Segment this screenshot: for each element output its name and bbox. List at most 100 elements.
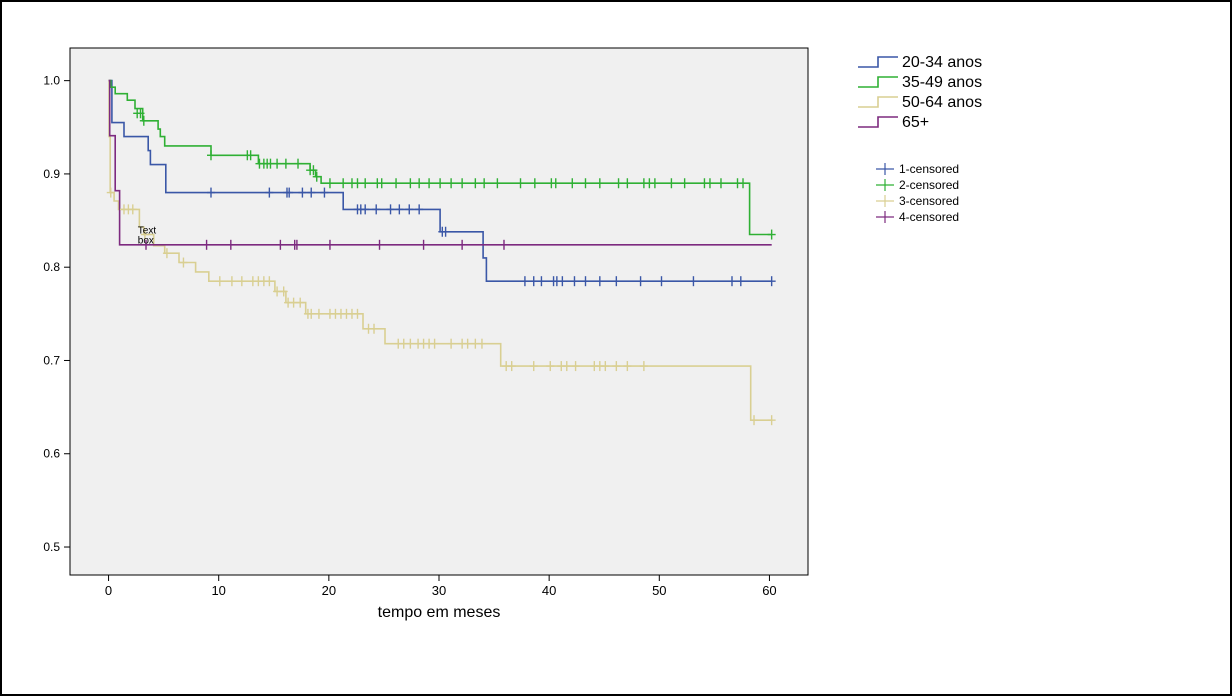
censor-mark-2 (530, 178, 539, 189)
censor-mark-3 (546, 361, 555, 372)
censor-mark-4 (499, 239, 508, 250)
censor-mark-3 (447, 338, 456, 349)
censor-mark-3 (140, 229, 149, 240)
x-tick-label: 0 (105, 583, 112, 598)
censor-mark-3 (612, 361, 621, 372)
censor-mark-3 (179, 257, 188, 268)
censor-mark-2 (595, 178, 604, 189)
censor-mark-2 (516, 178, 525, 189)
censor-mark-3 (562, 361, 571, 372)
x-tick-label: 60 (762, 583, 776, 598)
censor-mark-1 (767, 276, 776, 287)
axes: 0 10 20 30 40 50 60 0.5 0.6 0.7 0.8 0.9 1.0 tempo em … (43, 74, 776, 621)
y-tick-label: 0.6 (43, 447, 60, 461)
censor-mark-3 (307, 308, 316, 319)
censor-mark-3 (296, 297, 305, 308)
censor-mark-2 (312, 171, 321, 182)
censor-mark-2 (136, 108, 145, 119)
legend-line-swatch (858, 56, 898, 68)
censor-mark-3 (265, 276, 274, 287)
legend-censor-swatch (876, 195, 894, 207)
censor-mark-3 (477, 338, 486, 349)
censor-mark-1 (307, 187, 316, 198)
censor-mark-1 (736, 276, 745, 287)
censor-mark-1 (727, 276, 736, 287)
censor-mark-1 (415, 204, 424, 215)
censor-mark-2 (680, 178, 689, 189)
censor-mark-2 (493, 178, 502, 189)
censor-mark-2 (650, 178, 659, 189)
series-line-1 (108, 79, 772, 282)
censor-mark-1 (520, 276, 529, 287)
censor-mark-2 (767, 229, 776, 240)
x-tick-label: 30 (432, 583, 446, 598)
legend-label: 50-64 anos (902, 94, 982, 111)
legend-censor-label: 4-censored (899, 210, 959, 224)
censor-mark-1 (612, 276, 621, 287)
censor-mark-3 (353, 308, 362, 319)
censor-mark-3 (370, 323, 379, 334)
censor-mark-2 (471, 178, 480, 189)
censor-mark-2 (623, 178, 632, 189)
censor-mark-3 (237, 276, 246, 287)
x-tick-label: 20 (322, 583, 336, 598)
legend-censor-label: 1-censored (899, 162, 959, 176)
censor-mark-4 (458, 239, 467, 250)
censor-mark-1 (636, 276, 645, 287)
censor-mark-4 (375, 239, 384, 250)
y-tick-label: 0.5 (43, 540, 60, 554)
censor-mark-3 (128, 204, 137, 215)
censor-mark-4 (226, 239, 235, 250)
annotation-text-line: Text (138, 226, 157, 237)
censor-mark-2 (309, 165, 318, 176)
censor-mark-3 (750, 415, 759, 426)
legend-line-swatch (858, 116, 898, 128)
censor-mark-2 (551, 178, 560, 189)
censor-mark-1 (265, 187, 274, 198)
legend-line-swatch (858, 76, 898, 88)
censor-mark-1 (206, 187, 215, 198)
censor-mark-1 (320, 187, 329, 198)
x-tick-label: 10 (211, 583, 225, 598)
censor-mark-1 (361, 204, 370, 215)
legend-censor-label: 2-censored (899, 178, 959, 192)
censor-mark-1 (441, 226, 450, 237)
censor-marks (106, 108, 776, 426)
censor-mark-3 (507, 361, 516, 372)
legend-label: 65+ (902, 114, 929, 131)
censor-mark-4 (202, 239, 211, 250)
censor-mark-3 (279, 286, 288, 297)
censor-mark-3 (227, 276, 236, 287)
censor-mark-2 (377, 178, 386, 189)
censor-mark-2 (392, 178, 401, 189)
censor-mark-3 (639, 361, 648, 372)
censor-mark-2 (406, 178, 415, 189)
censor-mark-2 (739, 178, 748, 189)
censor-mark-2 (339, 178, 348, 189)
legend-censor-swatch (876, 211, 894, 223)
censor-mark-2 (361, 178, 370, 189)
censor-mark-2 (568, 178, 577, 189)
censor-mark-1 (581, 276, 590, 287)
censor-mark-3 (767, 415, 776, 426)
censor-mark-1 (395, 204, 404, 215)
censor-mark-2 (294, 158, 303, 169)
censor-mark-2 (581, 178, 590, 189)
legend-censor-swatch (876, 163, 894, 175)
y-tick-label: 0.8 (43, 260, 60, 274)
censor-mark-2 (716, 178, 725, 189)
censor-mark-3 (601, 361, 610, 372)
censor-mark-1 (689, 276, 698, 287)
censor-mark-2 (353, 178, 362, 189)
legend-censor-swatch (876, 179, 894, 191)
censor-mark-4 (419, 239, 428, 250)
censor-mark-3 (529, 361, 538, 372)
censor-mark-1 (570, 276, 579, 287)
censor-mark-2 (246, 150, 255, 161)
censor-mark-1 (657, 276, 666, 287)
censor-mark-2 (436, 178, 445, 189)
censor-mark-2 (206, 150, 215, 161)
